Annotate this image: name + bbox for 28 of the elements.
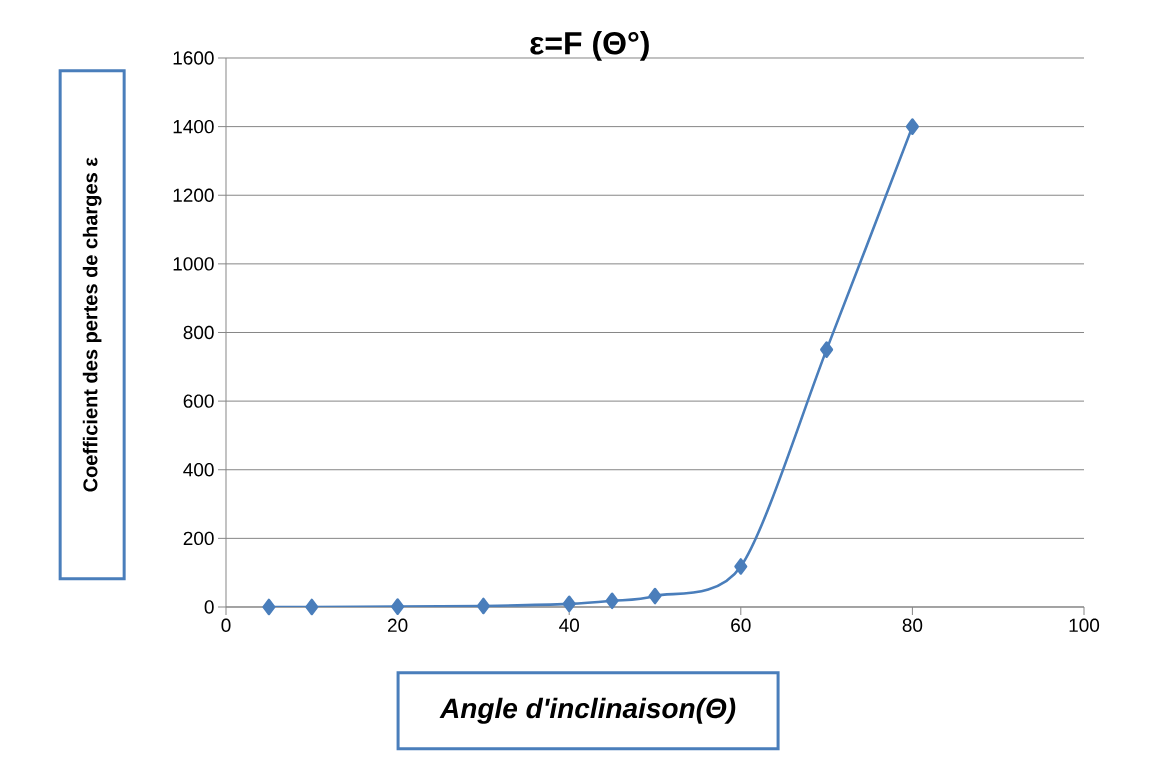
x-tick-label: 0 bbox=[221, 618, 231, 632]
y-tick-label: 1000 bbox=[173, 257, 214, 271]
point bbox=[820, 341, 834, 358]
point bbox=[605, 592, 619, 610]
point bbox=[305, 598, 319, 616]
x-tick-label: 40 bbox=[559, 618, 580, 632]
y-tick-label: 200 bbox=[183, 531, 214, 546]
y-tick-label: 400 bbox=[183, 463, 214, 477]
y-tick-label: 600 bbox=[183, 394, 214, 408]
x-axis-title: Angle d'inclinaison(Θ) bbox=[439, 697, 736, 724]
x-tick-label: 80 bbox=[902, 618, 923, 632]
point bbox=[562, 595, 576, 613]
point bbox=[262, 598, 276, 616]
y-axis-title: Coefficient des pertes de charges ε bbox=[82, 157, 102, 492]
y-tick-label: 800 bbox=[183, 325, 214, 340]
y-tick-label: 0 bbox=[204, 600, 214, 614]
point bbox=[734, 558, 748, 575]
x-tick-label: 60 bbox=[731, 618, 751, 632]
x-tick-label: 20 bbox=[388, 618, 408, 632]
point bbox=[391, 598, 405, 615]
y-tick-label: 1200 bbox=[173, 188, 214, 202]
y-tick-label: 1600 bbox=[173, 51, 214, 65]
chart-title: ε=F (Θ°) bbox=[530, 31, 649, 61]
y-tick-label: 1400 bbox=[173, 119, 214, 134]
x-tick-label: 100 bbox=[1069, 618, 1100, 632]
point bbox=[905, 118, 919, 135]
point bbox=[476, 597, 490, 615]
point bbox=[648, 587, 662, 605]
